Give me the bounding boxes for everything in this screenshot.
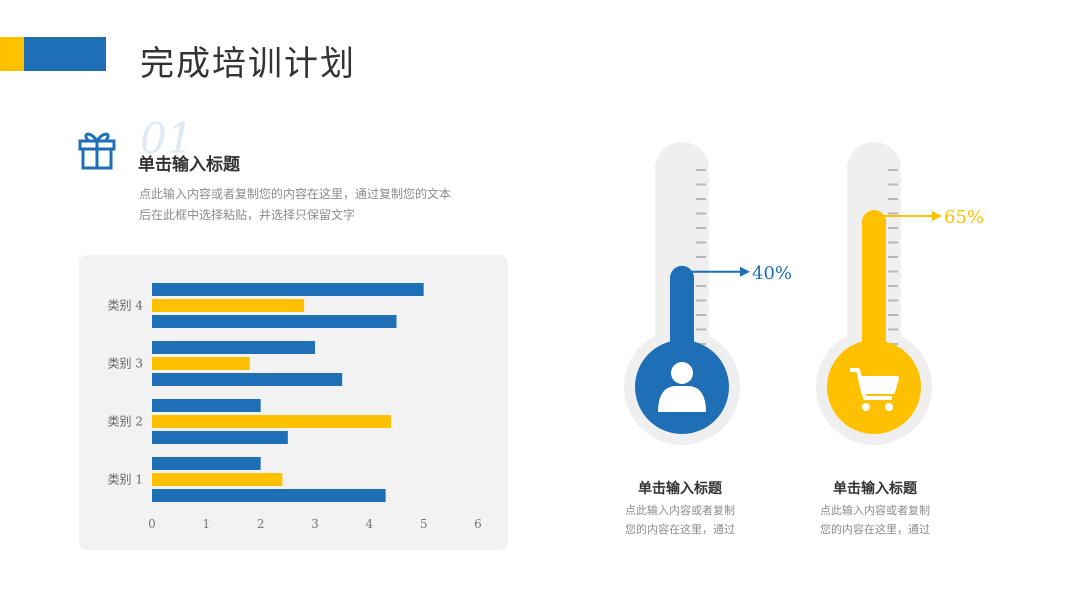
bar-1-1: [152, 489, 386, 502]
thermometer-tube: [655, 142, 709, 372]
person-icon: [658, 362, 706, 412]
x-tick-label: 3: [311, 517, 319, 531]
thermometer-2-title: 单击输入标题: [833, 481, 917, 497]
x-tick-label: 2: [257, 517, 265, 531]
category-label: 类别 1: [108, 473, 143, 487]
x-tick-label: 5: [420, 517, 428, 531]
gift-icon: [78, 132, 116, 170]
section-number: 01: [140, 114, 194, 163]
bar-2-2: [152, 415, 392, 428]
page-title: 完成培训计划: [140, 44, 356, 84]
bar-2-3: [152, 399, 261, 412]
bar-chart: 类别 1 类别 2 类别 3 类别 4 0 1 2 3 4 5 6: [108, 283, 482, 531]
bar-4-2: [152, 299, 305, 312]
thermometer-2-desc-line1: 点此输入内容或者复制: [820, 504, 930, 517]
x-tick-label: 1: [203, 517, 211, 531]
category-label: 类别 2: [108, 415, 143, 429]
bar-3-2: [152, 357, 250, 370]
bar-1-3: [152, 457, 261, 470]
x-tick-label: 6: [474, 517, 482, 531]
section-heading: 单击输入标题: [138, 155, 240, 175]
arrow-head-icon: [740, 266, 750, 277]
percent-label: 65%: [944, 207, 984, 228]
thermometer-1-title: 单击输入标题: [638, 481, 722, 497]
category-label: 类别 4: [108, 299, 144, 313]
section-description: 点此输入内容或者复制您的内容在这里，通过复制您的文本后在此框中选择粘贴，并选择只…: [139, 187, 452, 222]
accent-bar-blue: [24, 37, 106, 71]
bar-2-1: [152, 431, 288, 444]
x-tick-label: 0: [148, 517, 156, 531]
bar-3-1: [152, 373, 343, 386]
bar-1-2: [152, 473, 283, 486]
thermometer-1-desc-line1: 点此输入内容或者复制: [625, 504, 735, 517]
thermometer-fill: [862, 210, 886, 380]
bar-4-1: [152, 315, 397, 328]
thermometer-1-desc-line2: 您的内容在这里，通过: [625, 523, 735, 536]
bar-3-3: [152, 341, 315, 354]
arrow-head-icon: [932, 211, 942, 222]
x-tick-label: 4: [366, 517, 374, 531]
accent-bar-yellow: [0, 37, 24, 71]
thermometer-2-desc-line2: 您的内容在这里，通过: [820, 523, 930, 536]
cart-icon: [850, 368, 899, 400]
bar-4-3: [152, 283, 424, 296]
category-label: 类别 3: [108, 357, 143, 371]
thermometer-charts: 40% 65%: [624, 142, 984, 445]
percent-label: 40%: [752, 263, 792, 284]
